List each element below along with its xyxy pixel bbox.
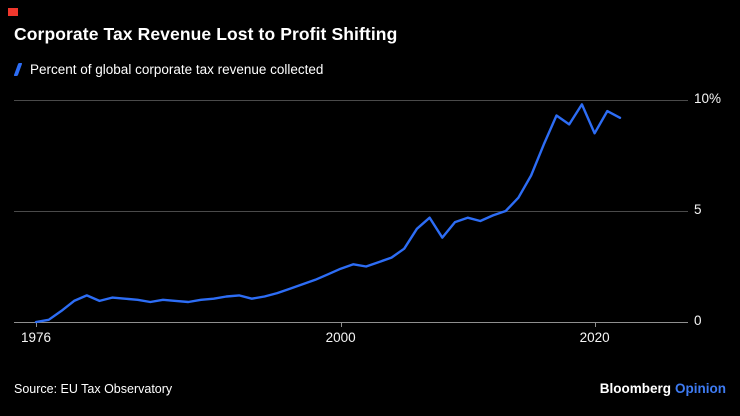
gridline: [14, 321, 688, 323]
opinion-wordmark: Opinion: [675, 381, 726, 396]
revenue-line-series: [34, 103, 622, 324]
bloomberg-wordmark: Bloomberg: [599, 381, 671, 396]
source-note: Source: EU Tax Observatory: [14, 382, 173, 396]
y-axis-labels: 0 5 10%: [14, 91, 721, 328]
y-axis-tick-label: 10%: [694, 91, 722, 106]
legend-label: Percent of global corporate tax revenue …: [30, 62, 324, 77]
x-axis-labels: 1976 2000 2020: [14, 322, 688, 354]
x-axis-tick: [340, 323, 342, 327]
legend-line-swatch: [13, 63, 23, 76]
chart-title: Corporate Tax Revenue Lost to Profit Shi…: [14, 24, 398, 44]
y-axis-tick-label: 0: [694, 313, 702, 328]
y-axis-tick-label: 5: [694, 202, 702, 217]
gridlines: [14, 99, 688, 323]
legend: Percent of global corporate tax revenue …: [13, 62, 324, 77]
x-axis-tick-label: 2020: [579, 330, 610, 345]
x-axis-tick-label: 2000: [325, 330, 356, 345]
x-axis-tick-label: 1976: [20, 330, 52, 345]
gridline: [14, 210, 688, 212]
gridline: [14, 99, 688, 101]
x-axis-tick: [36, 323, 37, 327]
red-accent-mark: [8, 8, 18, 16]
series-polyline: [34, 103, 622, 324]
line-chart: 0 5 10% 1976 2000 2020: [14, 91, 721, 345]
x-axis-tick: [594, 323, 596, 327]
bloomberg-logo: Bloomberg Opinion: [600, 381, 726, 396]
